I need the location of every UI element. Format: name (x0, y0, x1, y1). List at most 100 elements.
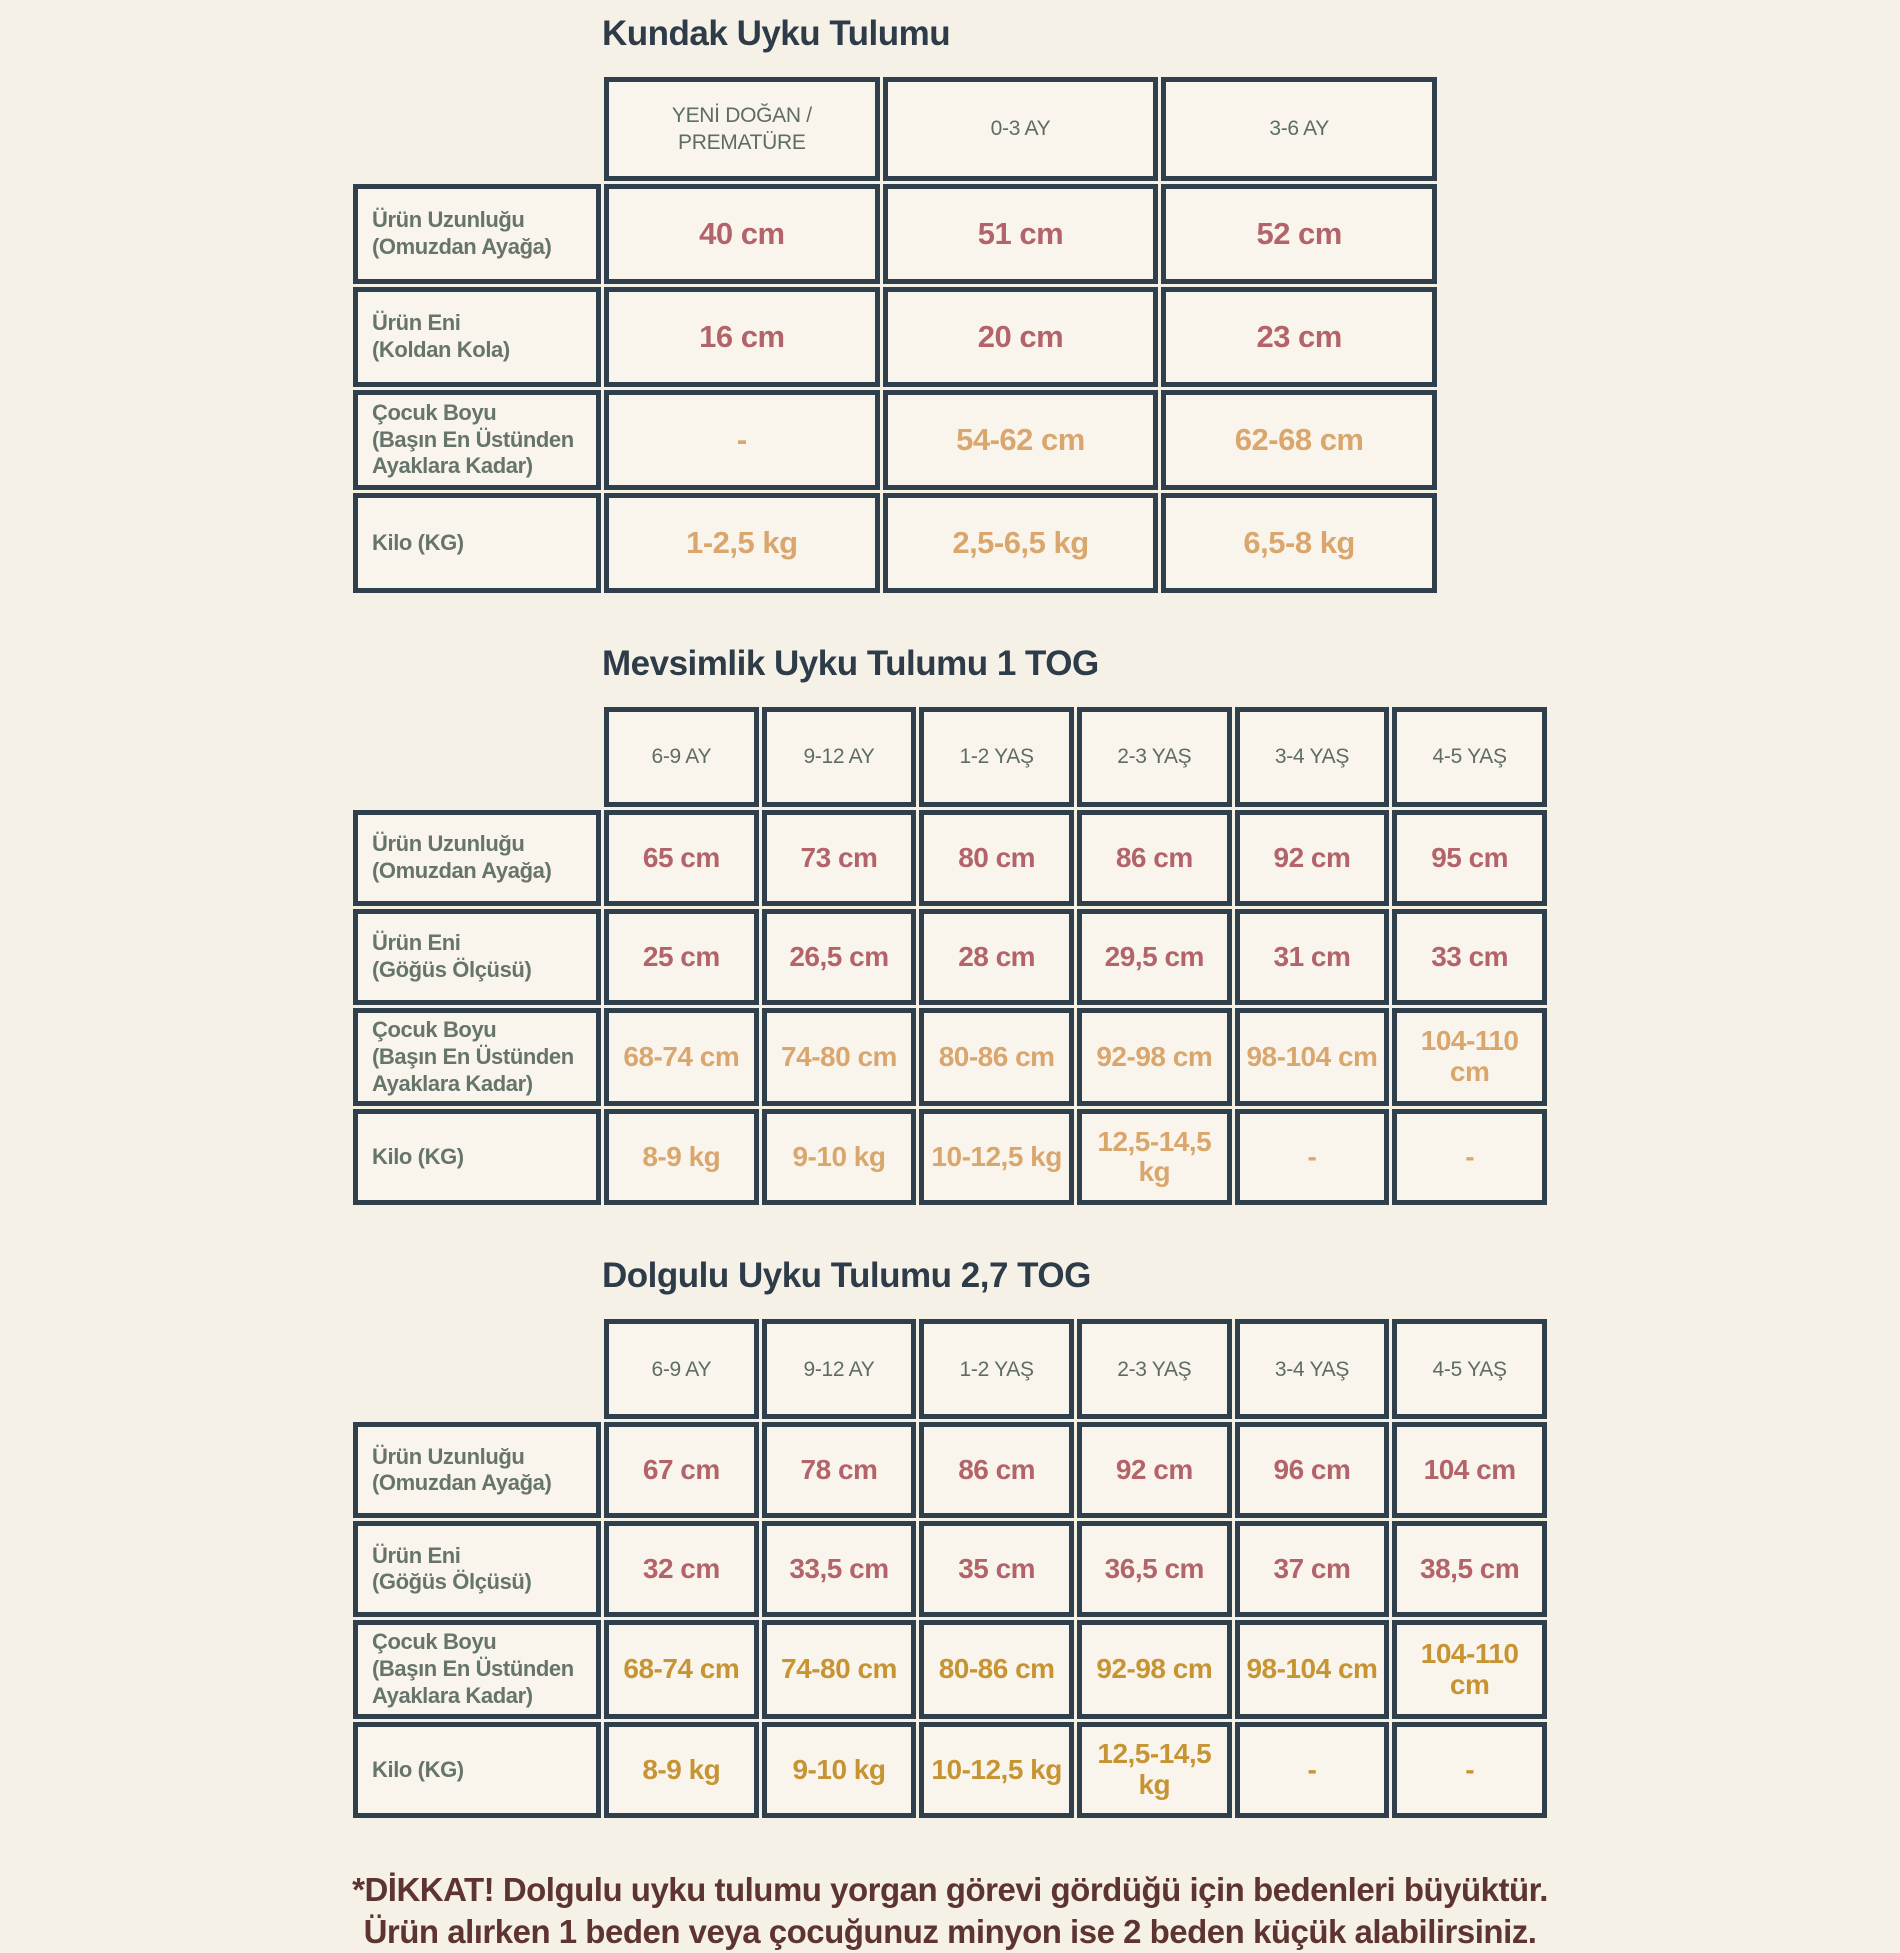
size-value: 54-62 cm (882, 390, 1159, 490)
table-row: Kilo (KG) 1-2,5 kg 2,5-6,5 kg 6,5-8 kg (353, 493, 1437, 593)
table-title-2: Mevsimlik Uyku Tulumu 1 TOG (602, 644, 1099, 683)
blank-corner (353, 1319, 601, 1419)
column-header: 9-12 AY (761, 1319, 917, 1420)
row-label: Kilo (KG) (353, 493, 601, 593)
blank-corner (353, 77, 601, 181)
size-value: - (1234, 1721, 1390, 1818)
table-row: Ürün Uzunluğu (Omuzdan Ayağa) 40 cm 51 cm 52… (353, 184, 1437, 284)
size-value: 16 cm (604, 287, 880, 387)
size-value: 12,5-14,5 kg (1076, 1109, 1232, 1206)
size-value: 74-80 cm (761, 1620, 917, 1719)
size-value: 32 cm (604, 1521, 759, 1618)
table-row: Çocuk Boyu (Başın En Üstünden Ayaklara Kad… (353, 390, 1437, 490)
column-header: 1-2 YAŞ (919, 707, 1074, 807)
table-title-1: Kundak Uyku Tulumu (602, 14, 951, 53)
column-header: 1-2 YAŞ (919, 1319, 1074, 1420)
size-value: 92-98 cm (1076, 1620, 1232, 1719)
column-header: 3-4 YAŞ (1234, 707, 1390, 807)
column-header: 4-5 YAŞ (1392, 1319, 1547, 1420)
tables-root: Kundak Uyku Tulumu YENİ DOĞAN / PREMATÜRE… (350, 14, 1550, 1821)
column-header: 2-3 YAŞ (1076, 1319, 1232, 1420)
size-table-2: 6-9 AY 9-12 AY 1-2 YAŞ 2-3 YAŞ 3-4 YAŞ 4-5 YA… (350, 704, 1550, 1208)
size-value: 20 cm (882, 287, 1159, 387)
size-value: - (604, 390, 880, 490)
size-value: 96 cm (1234, 1422, 1390, 1519)
size-table-section-3: Dolgulu Uyku Tulumu 2,7 TOG 6-9 AY 9-12 AY… (350, 1256, 1550, 1820)
size-value: 98-104 cm (1234, 1620, 1390, 1719)
size-value: 40 cm (604, 184, 880, 284)
table-row: Çocuk Boyu (Başın En Üstünden Ayaklara Kad… (353, 1620, 1547, 1719)
blank-corner (353, 707, 601, 807)
column-header: 2-3 YAŞ (1076, 707, 1232, 807)
size-value: 92 cm (1234, 810, 1390, 906)
size-value: 29,5 cm (1076, 909, 1232, 1005)
row-label: Kilo (KG) (353, 1109, 601, 1206)
size-value: 104-110 cm (1392, 1620, 1547, 1719)
size-chart-document: Kundak Uyku Tulumu YENİ DOĞAN / PREMATÜRE… (350, 14, 1550, 1953)
size-value: 31 cm (1234, 909, 1390, 1005)
footer-note-line2: Ürün alırken 1 beden veya çocuğunuz miny… (363, 1913, 1537, 1951)
size-value: 10-12,5 kg (919, 1721, 1074, 1818)
size-value: 36,5 cm (1076, 1521, 1232, 1618)
row-label: Ürün Uzunluğu (Omuzdan Ayağa) (353, 1422, 601, 1519)
size-table-section-2: Mevsimlik Uyku Tulumu 1 TOG 6-9 AY 9-12 AY… (350, 644, 1550, 1208)
size-value: 38,5 cm (1392, 1521, 1547, 1618)
column-header: 3-6 AY (1161, 77, 1437, 181)
size-value: 104-110 cm (1392, 1008, 1547, 1107)
column-header: YENİ DOĞAN / PREMATÜRE (604, 77, 880, 181)
column-header: 6-9 AY (604, 707, 759, 807)
size-value: 23 cm (1161, 287, 1437, 387)
table-row: Ürün Uzunluğu (Omuzdan Ayağa) 65 cm 73 cm 80… (353, 810, 1547, 906)
size-value: 33,5 cm (761, 1521, 917, 1618)
table-row: Ürün Eni (Göğüs Ölçüsü) 25 cm 26,5 cm 28 cm 2… (353, 909, 1547, 1005)
size-value: 95 cm (1392, 810, 1547, 906)
size-value: 67 cm (604, 1422, 759, 1519)
size-value: 9-10 kg (761, 1721, 917, 1818)
size-value: 80-86 cm (919, 1008, 1074, 1107)
size-value: 25 cm (604, 909, 759, 1005)
column-header: 9-12 AY (761, 707, 917, 807)
column-header: 6-9 AY (604, 1319, 759, 1420)
row-label: Çocuk Boyu (Başın En Üstünden Ayaklara Kad… (353, 1620, 601, 1719)
size-value: 104 cm (1392, 1422, 1547, 1519)
row-label: Çocuk Boyu (Başın En Üstünden Ayaklara Kad… (353, 390, 601, 490)
size-value: - (1234, 1109, 1390, 1206)
size-value: 12,5-14,5 kg (1076, 1721, 1232, 1818)
table-row: Ürün Uzunluğu (Omuzdan Ayağa) 67 cm 78 cm 86… (353, 1422, 1547, 1519)
table-row: Ürün Eni (Göğüs Ölçüsü) 32 cm 33,5 cm 35 cm 3… (353, 1521, 1547, 1618)
row-label: Kilo (KG) (353, 1721, 601, 1818)
row-label: Ürün Eni (Koldan Kola) (353, 287, 601, 387)
size-value: 28 cm (919, 909, 1074, 1005)
size-table-1: YENİ DOĞAN / PREMATÜRE 0-3 AY 3-6 AY Ürün U… (350, 74, 1440, 596)
size-value: 9-10 kg (761, 1109, 917, 1206)
size-value: 86 cm (1076, 810, 1232, 906)
size-value: 6,5-8 kg (1161, 493, 1437, 593)
footer-note-line1: *DİKKAT! Dolgulu uyku tulumu yorgan göre… (352, 1870, 1548, 1908)
size-value: 26,5 cm (761, 909, 917, 1005)
size-value: 74-80 cm (761, 1008, 917, 1107)
size-table-section-1: Kundak Uyku Tulumu YENİ DOĞAN / PREMATÜRE… (350, 14, 1550, 596)
table-title-3: Dolgulu Uyku Tulumu 2,7 TOG (602, 1256, 1091, 1296)
size-value: 52 cm (1161, 184, 1437, 284)
row-label: Ürün Eni (Göğüs Ölçüsü) (353, 1521, 601, 1618)
size-value: 80 cm (919, 810, 1074, 906)
table-row: Ürün Eni (Koldan Kola) 16 cm 20 cm 23 cm (353, 287, 1437, 387)
table-row: Kilo (KG) 8-9 kg 9-10 kg 10-12,5 kg 12,5-14,… (353, 1721, 1547, 1818)
size-value: 98-104 cm (1234, 1008, 1390, 1107)
column-header: 0-3 AY (882, 77, 1159, 181)
size-value: - (1392, 1109, 1547, 1206)
size-value: 80-86 cm (919, 1620, 1074, 1719)
size-table-3: 6-9 AY 9-12 AY 1-2 YAŞ 2-3 YAŞ 3-4 YAŞ 4-5 YA… (350, 1316, 1550, 1820)
row-label: Ürün Eni (Göğüs Ölçüsü) (353, 909, 601, 1005)
size-value: 35 cm (919, 1521, 1074, 1618)
size-value: 33 cm (1392, 909, 1547, 1005)
size-value: 8-9 kg (604, 1721, 759, 1818)
size-value: 62-68 cm (1161, 390, 1437, 490)
size-value: 8-9 kg (604, 1109, 759, 1206)
size-value: 78 cm (761, 1422, 917, 1519)
size-value: - (1392, 1721, 1547, 1818)
row-label: Ürün Uzunluğu (Omuzdan Ayağa) (353, 184, 601, 284)
column-header: 3-4 YAŞ (1234, 1319, 1390, 1420)
size-value: 86 cm (919, 1422, 1074, 1519)
size-value: 68-74 cm (604, 1008, 759, 1107)
